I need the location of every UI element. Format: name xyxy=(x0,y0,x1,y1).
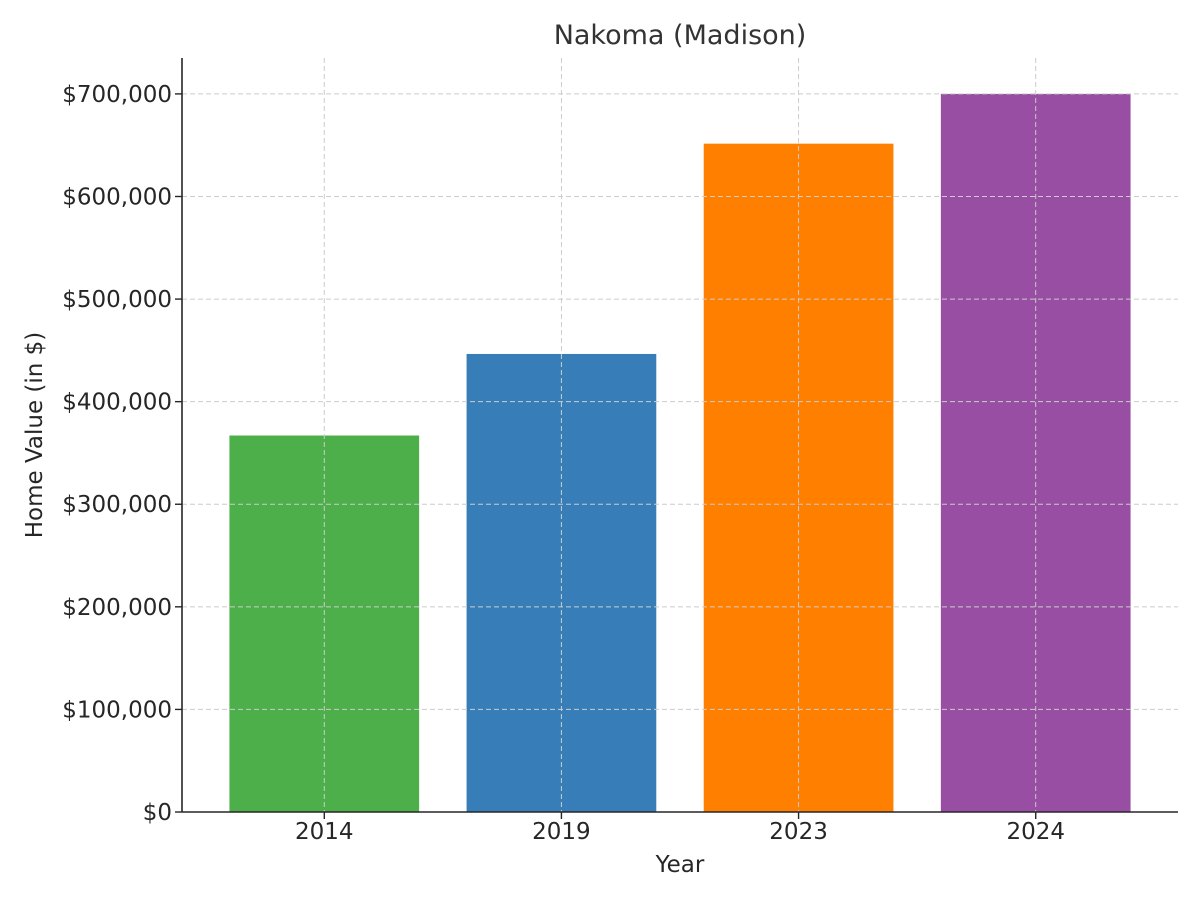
y-tick-label: $400,000 xyxy=(62,390,172,416)
x-tick-label: 2023 xyxy=(769,819,828,845)
y-axis-label: Home Value (in $) xyxy=(22,332,48,539)
gridlines xyxy=(182,58,1178,812)
y-axis-ticks: $0 $100,000 $200,000 $300,000 $400,000 $500,0… xyxy=(62,82,182,826)
y-tick-label: $300,000 xyxy=(62,492,172,518)
x-tick-label: 2019 xyxy=(532,819,591,845)
y-tick-label: $600,000 xyxy=(62,184,172,210)
x-tick-label: 2014 xyxy=(295,819,354,845)
x-axis-label: Year xyxy=(655,852,705,878)
bars xyxy=(229,93,1131,812)
x-tick-label: 2024 xyxy=(1006,819,1065,845)
y-tick-label: $100,000 xyxy=(62,697,172,723)
y-tick-label: $700,000 xyxy=(62,82,172,108)
y-tick-label: $0 xyxy=(143,800,172,826)
y-tick-label: $200,000 xyxy=(62,595,172,621)
chart-title: Nakoma (Madison) xyxy=(554,20,807,51)
y-tick-label: $500,000 xyxy=(62,287,172,313)
x-axis-ticks: 2014 2019 2023 2024 xyxy=(295,812,1065,845)
